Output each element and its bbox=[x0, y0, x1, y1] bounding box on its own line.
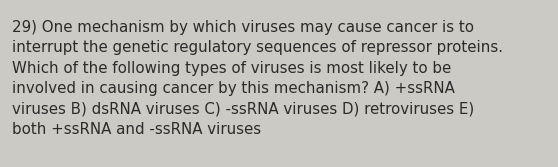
Text: 29) One mechanism by which viruses may cause cancer is to
interrupt the genetic : 29) One mechanism by which viruses may c… bbox=[12, 20, 503, 137]
